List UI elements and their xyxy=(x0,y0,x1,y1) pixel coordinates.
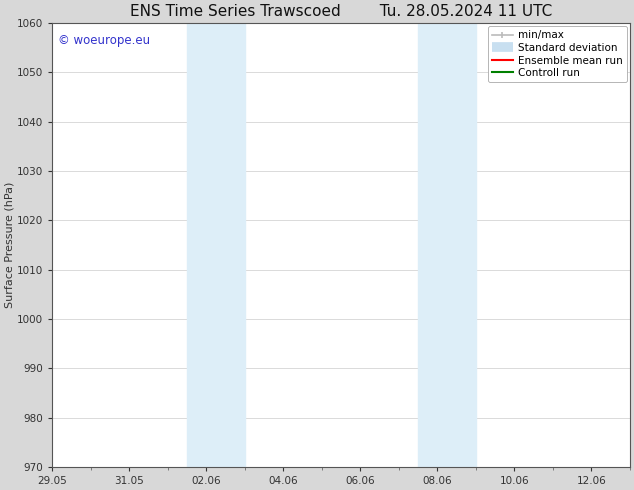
Text: © woeurope.eu: © woeurope.eu xyxy=(58,34,150,47)
Bar xyxy=(418,23,476,467)
Legend: min/max, Standard deviation, Ensemble mean run, Controll run: min/max, Standard deviation, Ensemble me… xyxy=(488,26,626,82)
Bar xyxy=(187,23,245,467)
Title: ENS Time Series Trawscoed        Tu. 28.05.2024 11 UTC: ENS Time Series Trawscoed Tu. 28.05.2024… xyxy=(130,4,552,19)
Y-axis label: Surface Pressure (hPa): Surface Pressure (hPa) xyxy=(4,182,14,308)
